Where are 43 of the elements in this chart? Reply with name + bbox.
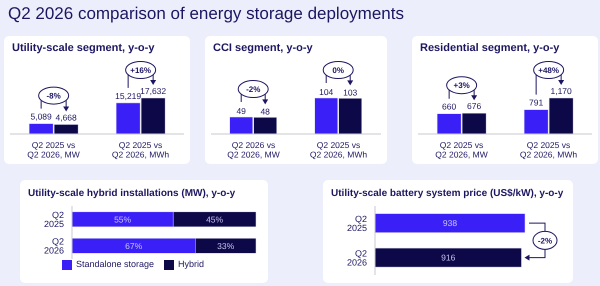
chart-title: Utility-scale hybrid installations (MW), y-o-y (28, 188, 236, 199)
text: -2% (538, 236, 552, 246)
data-label: 55% (114, 214, 132, 224)
y-tick-label: Q2 2025 (44, 210, 64, 229)
data-label: 5,089 (30, 112, 52, 122)
chart-title: CCI segment, y-o-y (213, 42, 313, 54)
chart-title: Q2 2026 comparison of energy storage deployments (8, 4, 404, 24)
data-label: 791 (529, 98, 544, 108)
text: +48% (538, 66, 559, 75)
text: +16% (130, 66, 151, 75)
data-label: 103 (343, 87, 358, 98)
text: 0% (332, 66, 344, 75)
x-tick-label: Q2 2025 vs Q2 2026, MW (435, 140, 488, 160)
x-tick-label: Q2 2025 vs Q2 2026, MWh (112, 140, 170, 160)
data-label: 660 (442, 102, 456, 112)
data-label: 49 (236, 106, 246, 116)
legend-label: Standalone storage (76, 259, 154, 269)
x-tick-label: Q2 2025 vs Q2 2026, MWh (520, 140, 578, 160)
data-label: 1,170 (550, 86, 572, 96)
y-tick-label: Q2 2026 (44, 236, 64, 256)
chart-title: Residential segment, y-o-y (420, 42, 560, 54)
text: -2% (246, 85, 260, 94)
x-tick-label: Q2 2025 vs Q2 2026, MW (27, 140, 80, 160)
legend-label: Hybrid (178, 259, 204, 269)
chart-subtitle: Utility-scale segment, y-o-y (12, 42, 154, 54)
annotation: -8% (46, 92, 61, 101)
data-label: 48 (260, 106, 270, 116)
data-label: 15,219 (115, 90, 142, 101)
data-label: 676 (467, 101, 482, 112)
data-label: 67% (125, 240, 143, 251)
data-label: 33% (217, 240, 235, 251)
data-label: 916 (441, 252, 456, 263)
y-tick-label: Q2 2026 (346, 248, 367, 268)
text: +3% (454, 81, 470, 90)
data-label: 17,632 (140, 86, 166, 96)
data-label: 4,668 (56, 112, 78, 122)
y-tick-label: Q2 2025 (346, 214, 367, 233)
data-label: 104 (319, 87, 334, 97)
x-tick-label: Q2 2026 vs Q2 2026, MW (227, 140, 280, 160)
x-tick-label: Q2 2025 vs Q2 2026, MWh (310, 140, 368, 160)
data-label: 45% (206, 214, 224, 224)
data-label: 938 (442, 218, 458, 228)
chart-title: Utility-scale battery system price (US$/kW), y-o-y (331, 188, 564, 199)
